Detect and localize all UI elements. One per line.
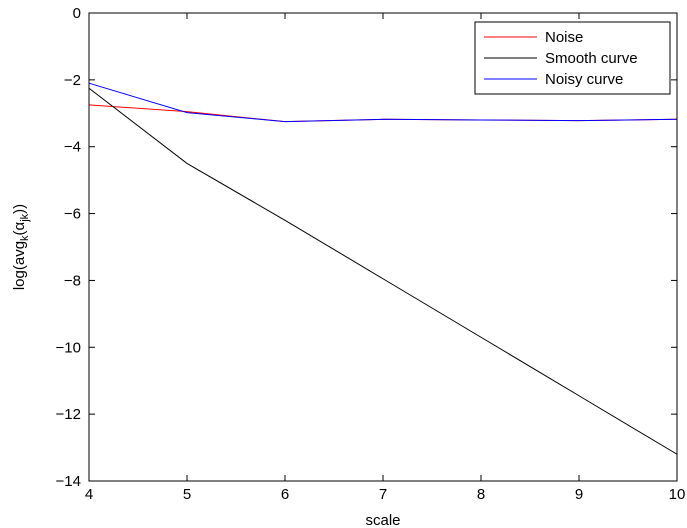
x-axis-label: scale [365, 512, 400, 528]
ticks-layer: 4 5 6 7 8 9 10 0 −2 −4 −6 −8 −10 −12 −14 [56, 5, 686, 503]
y-tick-label: 0 [73, 5, 81, 22]
y-axis-label: log(avgk(αjk)) [11, 204, 31, 290]
x-tick-label: 4 [85, 486, 93, 503]
x-tick-label: 9 [575, 486, 583, 503]
legend-label-noisy-curve: Noisy curve [545, 71, 623, 88]
y-tick-label: −2 [64, 72, 81, 89]
y-axis-label-sub-jk: jk [19, 213, 31, 222]
legend-label-noise: Noise [545, 29, 583, 46]
legend: Noise Smooth curve Noisy curve [474, 21, 671, 95]
series-line-noisy-curve [88, 82, 678, 123]
y-tick-label: −4 [64, 139, 81, 156]
y-tick-label: −14 [56, 473, 81, 490]
legend-label-smooth-curve: Smooth curve [545, 50, 638, 67]
x-tick-label: 5 [183, 486, 191, 503]
x-tick-label: 8 [477, 486, 485, 503]
x-tick-label: 6 [281, 486, 289, 503]
series-line-smooth-curve [88, 87, 678, 455]
y-tick-label: −12 [56, 406, 81, 423]
y-tick-label: −10 [56, 339, 81, 356]
y-axis-label-open: (α [11, 221, 28, 235]
x-tick-label: 7 [379, 486, 387, 503]
y-axis-label-close: )) [11, 204, 28, 214]
y-axis-label-main: log(avg [11, 241, 28, 290]
y-tick-label: −6 [64, 206, 81, 223]
x-tick-label: 10 [669, 486, 686, 503]
y-tick-label: −8 [64, 272, 81, 289]
series-layer [88, 82, 678, 455]
y-axis-label-sub-k: k [19, 235, 31, 241]
